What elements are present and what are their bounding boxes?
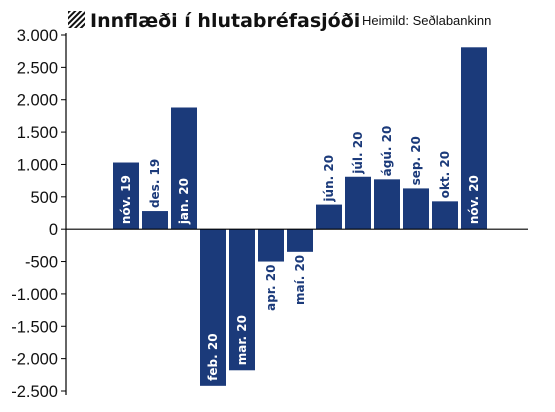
bar xyxy=(113,162,139,230)
chart-source: Heimild: Seðlabankinn xyxy=(362,13,491,28)
chart-title: Innflæði í hlutabréfasjóði xyxy=(90,10,360,32)
bar xyxy=(142,211,168,230)
y-tick-label: 500 xyxy=(30,189,58,207)
bar-labels: nóv. 19 des. 19 jan. 20 feb. 20 mar. 20 apr. … xyxy=(119,126,481,381)
bar xyxy=(374,179,400,230)
y-axis: 3.000 2.500 2.000 1.500 1.000 500 0 -500 -1.000 -… xyxy=(11,27,66,401)
y-tick-label: 2.000 xyxy=(17,92,58,110)
y-tick-label: -2.000 xyxy=(11,351,58,369)
bar xyxy=(287,229,313,252)
bar xyxy=(403,188,429,230)
bar-label: okt. 20 xyxy=(438,151,452,198)
bar-label: ágú. 20 xyxy=(380,126,394,177)
bar-label: sep. 20 xyxy=(409,136,423,185)
bar xyxy=(461,47,487,230)
bar-label: nóv. 20 xyxy=(467,175,481,224)
y-tick-label: 1.000 xyxy=(17,156,58,174)
bar-label: maí. 20 xyxy=(293,255,307,305)
bar-label: jún. 20 xyxy=(322,155,336,203)
bar xyxy=(345,176,371,230)
axis-lines xyxy=(65,33,528,395)
bar-label: nóv. 19 xyxy=(119,175,133,224)
bar xyxy=(432,201,458,230)
y-tick-label: -2.500 xyxy=(11,383,58,401)
bar-label: des. 19 xyxy=(148,159,162,208)
bar-label: júl. 20 xyxy=(351,132,365,175)
bar xyxy=(316,204,342,230)
bar-label: feb. 20 xyxy=(206,333,220,380)
y-tick-label: -500 xyxy=(25,254,58,272)
bar-label: apr. 20 xyxy=(264,265,278,311)
y-tick-label: -1.000 xyxy=(11,286,58,304)
bar xyxy=(258,229,284,262)
bar-label: mar. 20 xyxy=(235,315,249,365)
y-tick-label: 0 xyxy=(49,221,58,239)
bar-label: jan. 20 xyxy=(177,178,191,225)
bar xyxy=(200,229,226,386)
hatched-square-icon xyxy=(68,11,85,28)
bars xyxy=(113,47,487,386)
y-tick-label: 3.000 xyxy=(17,27,58,45)
bar xyxy=(171,107,197,230)
bar xyxy=(229,229,255,371)
y-tick-label: 2.500 xyxy=(17,59,58,77)
y-tick-label: 1.500 xyxy=(17,124,58,142)
y-tick-label: -1.500 xyxy=(11,318,58,336)
